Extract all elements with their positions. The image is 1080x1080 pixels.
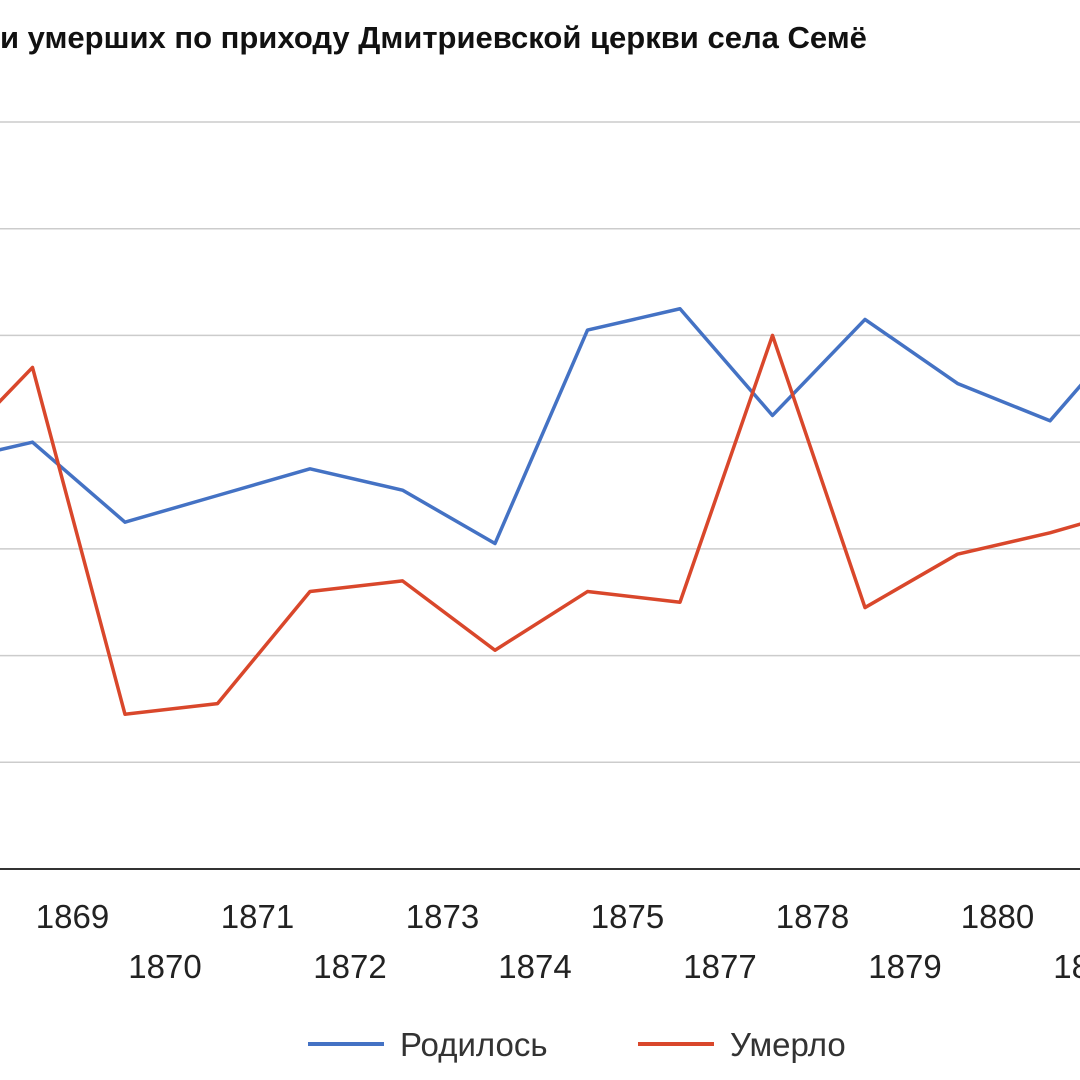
x-tick-label: 1877 xyxy=(683,948,756,985)
x-tick-label: 1870 xyxy=(128,948,201,985)
legend: Родилось Умерло xyxy=(308,1026,846,1063)
x-tick-label: 1869 xyxy=(36,898,109,935)
x-tick-label: 1872 xyxy=(313,948,386,985)
series-lines xyxy=(0,307,1080,717)
chart-title: и умерших по приходу Дмитриевской церкви… xyxy=(0,20,867,55)
x-tick-label: 1881 xyxy=(1053,948,1080,985)
x-tick-label: 1879 xyxy=(868,948,941,985)
x-tick-label: 1873 xyxy=(406,898,479,935)
series-line-0 xyxy=(0,307,1080,546)
x-axis-tick-labels: 1869 1870 1871 1872 1873 1874 1875 1877 1878 1879… xyxy=(36,898,1080,985)
legend-label-rodilos: Родилось xyxy=(400,1026,548,1063)
series-line-1 xyxy=(0,333,1080,717)
x-tick-label: 1880 xyxy=(961,898,1034,935)
legend-label-umerlo: Умерло xyxy=(730,1026,846,1063)
x-tick-label: 1878 xyxy=(776,898,849,935)
x-tick-label: 1871 xyxy=(221,898,294,935)
x-tick-label: 1875 xyxy=(591,898,664,935)
x-tick-label: 1874 xyxy=(498,948,571,985)
gridlines xyxy=(0,121,1080,870)
